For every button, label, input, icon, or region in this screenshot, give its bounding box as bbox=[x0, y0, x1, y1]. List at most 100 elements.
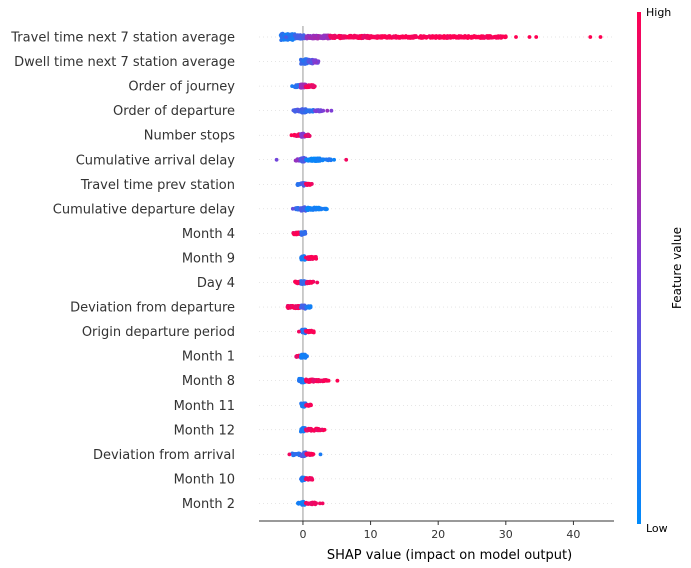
shap-point bbox=[371, 35, 375, 39]
x-tick-label: 30 bbox=[499, 528, 513, 541]
colorbar-high-label: High bbox=[646, 6, 671, 19]
colorbar: High Low Feature value bbox=[637, 6, 684, 535]
shap-point bbox=[454, 35, 459, 40]
x-axis-title: SHAP value (impact on model output) bbox=[327, 548, 572, 563]
shap-point bbox=[409, 35, 414, 40]
shap-point bbox=[307, 108, 312, 113]
shap-point bbox=[482, 35, 487, 40]
shap-point bbox=[501, 34, 505, 39]
shap-point bbox=[309, 501, 314, 505]
shap-point bbox=[299, 256, 304, 260]
feature-label: Travel time next 7 station average bbox=[10, 31, 235, 46]
shap-point bbox=[311, 158, 315, 163]
x-axis: 0 10 20 30 40 bbox=[259, 520, 614, 541]
shap-point bbox=[310, 452, 315, 456]
shap-point bbox=[302, 230, 307, 235]
shap-point bbox=[402, 35, 407, 39]
shap-point bbox=[304, 183, 309, 187]
x-tick-label: 10 bbox=[364, 528, 378, 541]
shap-point bbox=[325, 108, 330, 113]
feature-label: Origin departure period bbox=[82, 325, 235, 340]
shap-point bbox=[300, 107, 305, 111]
feature-label: Order of journey bbox=[128, 80, 235, 95]
shap-point bbox=[436, 35, 441, 39]
colorbar-low-label: Low bbox=[646, 522, 668, 535]
shap-point bbox=[344, 157, 349, 162]
shap-point bbox=[311, 330, 316, 335]
shap-point bbox=[303, 477, 308, 481]
shap-points bbox=[274, 31, 603, 507]
shap-point bbox=[293, 108, 297, 112]
feature-label: Cumulative arrival delay bbox=[76, 153, 236, 168]
shap-point bbox=[306, 57, 311, 62]
shap-point bbox=[534, 35, 539, 39]
shap-point bbox=[312, 255, 316, 260]
shap-point bbox=[322, 379, 326, 383]
shap-point bbox=[301, 33, 306, 37]
shap-point bbox=[318, 452, 323, 457]
shap-point bbox=[292, 232, 296, 237]
shap-point bbox=[317, 108, 322, 113]
feature-label: Month 12 bbox=[174, 423, 235, 438]
shap-point bbox=[319, 206, 324, 211]
x-tick-label: 20 bbox=[431, 528, 445, 541]
shap-point bbox=[299, 477, 303, 481]
shap-point bbox=[297, 329, 301, 334]
shap-point bbox=[299, 62, 303, 66]
shap-point bbox=[305, 501, 309, 506]
shap-point bbox=[294, 280, 298, 285]
shap-point bbox=[301, 182, 305, 187]
shap-point bbox=[322, 206, 327, 211]
shap-point bbox=[306, 206, 311, 210]
shap-point bbox=[301, 58, 305, 63]
shap-point bbox=[382, 35, 386, 39]
shap-point bbox=[308, 330, 312, 334]
shap-point bbox=[329, 108, 334, 113]
shap-point bbox=[289, 133, 294, 138]
shap-point bbox=[459, 35, 464, 40]
shap-point bbox=[330, 34, 335, 39]
row-guides bbox=[259, 36, 614, 504]
feature-labels: Travel time next 7 station average Dwell … bbox=[10, 31, 235, 512]
shap-point bbox=[304, 451, 309, 456]
shap-point bbox=[335, 378, 340, 383]
shap-point bbox=[312, 58, 317, 63]
feature-label: Order of departure bbox=[113, 104, 235, 119]
shap-point bbox=[299, 159, 304, 164]
shap-point bbox=[299, 429, 303, 434]
shap-point bbox=[290, 84, 294, 88]
shap-point bbox=[385, 35, 390, 40]
x-tick-label: 0 bbox=[299, 528, 306, 541]
shap-point bbox=[287, 452, 292, 457]
shap-point bbox=[514, 35, 518, 39]
shap-point bbox=[489, 35, 494, 40]
shap-point bbox=[598, 35, 603, 39]
shap-point bbox=[494, 36, 499, 40]
feature-label: Travel time prev station bbox=[80, 178, 235, 193]
feature-label: Month 4 bbox=[182, 227, 235, 242]
feature-label: Month 10 bbox=[174, 472, 235, 487]
shap-point bbox=[300, 208, 305, 213]
shap-point bbox=[352, 33, 357, 38]
colorbar-gradient bbox=[637, 12, 641, 524]
shap-point bbox=[292, 132, 297, 137]
shap-point bbox=[306, 85, 310, 89]
shap-point bbox=[316, 157, 321, 162]
x-tick-label: 40 bbox=[566, 528, 580, 541]
shap-point bbox=[308, 255, 313, 259]
feature-label: Day 4 bbox=[197, 276, 235, 291]
shap-point bbox=[374, 34, 379, 39]
shap-point bbox=[326, 378, 331, 383]
shap-point bbox=[299, 132, 303, 137]
shap-point bbox=[337, 34, 342, 39]
shap-point bbox=[294, 355, 299, 359]
shap-point bbox=[365, 36, 369, 40]
shap-point bbox=[320, 501, 325, 506]
shap-point bbox=[315, 280, 320, 285]
shap-point bbox=[332, 157, 336, 162]
feature-label: Deviation from departure bbox=[70, 301, 235, 316]
shap-point bbox=[311, 379, 315, 383]
shap-point bbox=[295, 183, 300, 187]
shap-point bbox=[396, 35, 401, 39]
